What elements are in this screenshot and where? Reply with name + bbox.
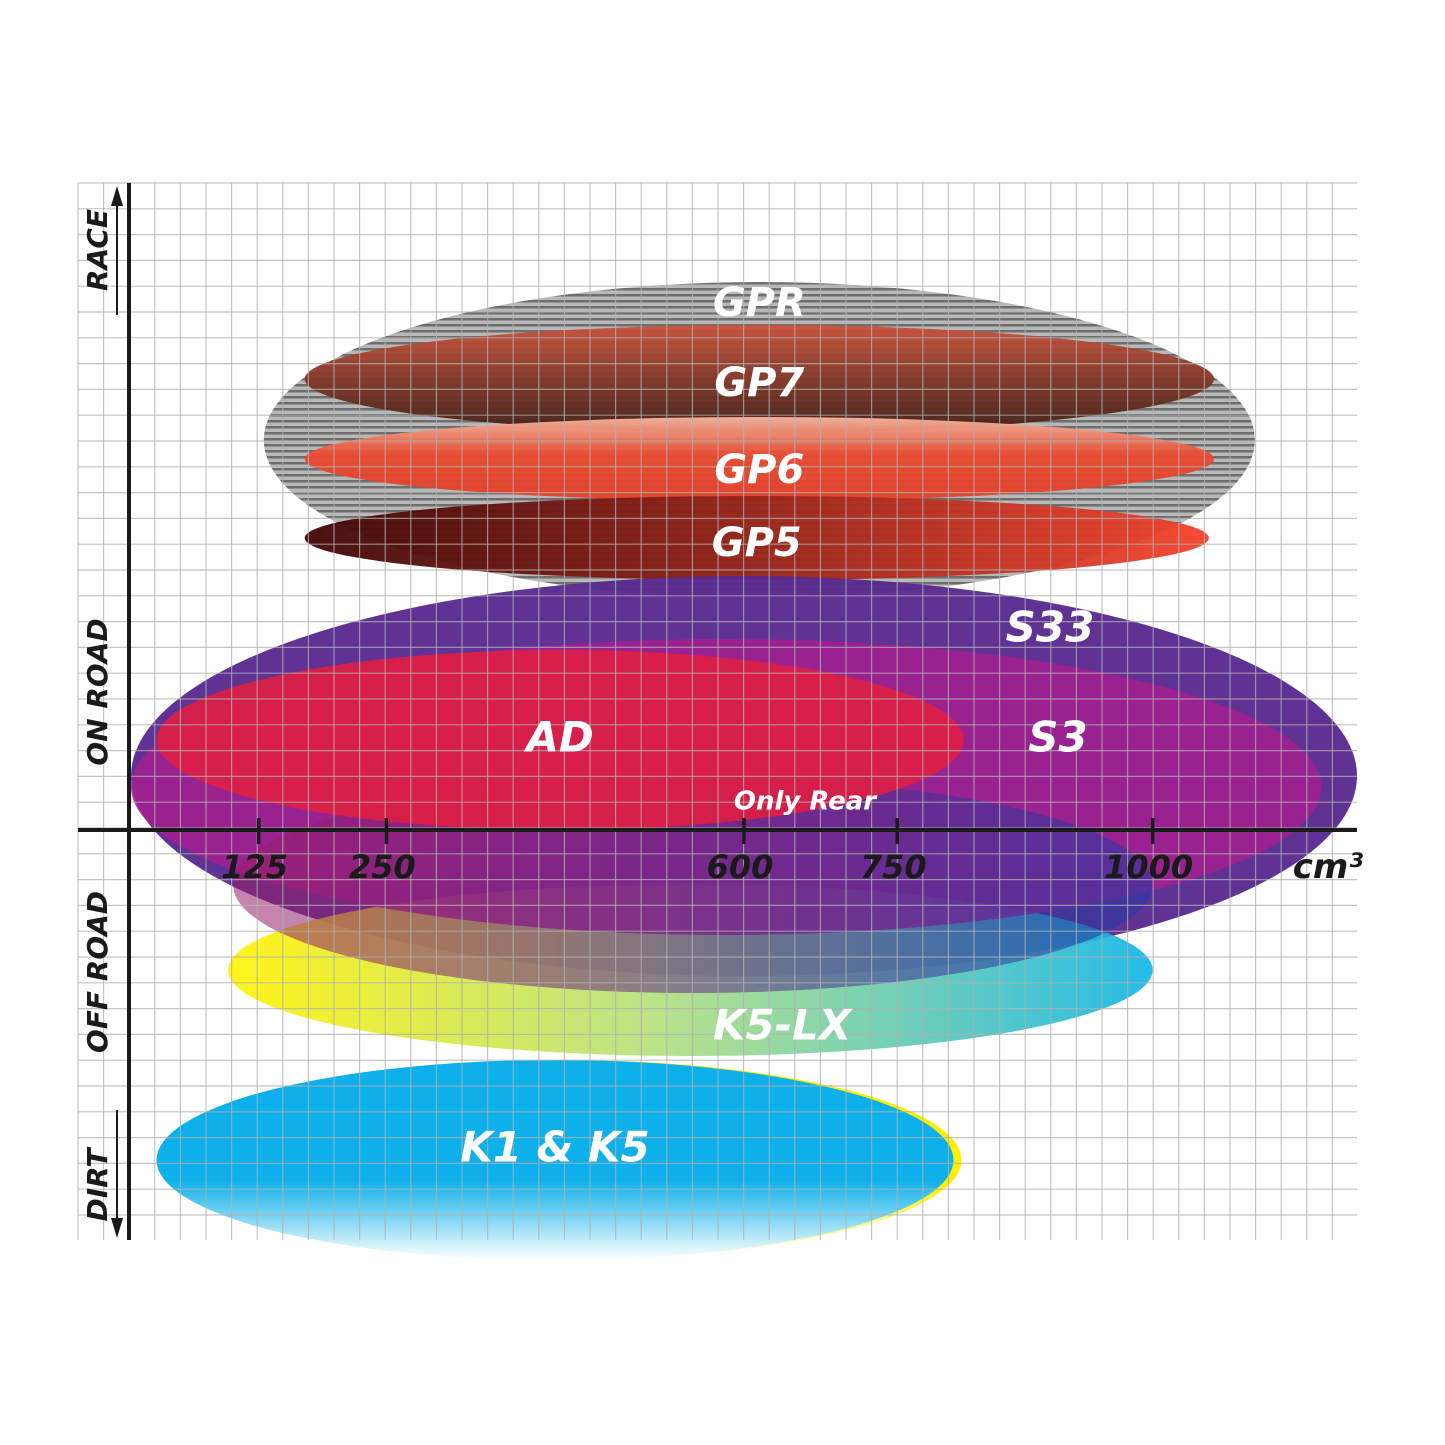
series-label: GP6 bbox=[714, 447, 804, 493]
grid bbox=[77, 182, 1357, 1240]
series-k1-k5 bbox=[156, 1060, 954, 1260]
series-gp7 bbox=[304, 325, 1214, 433]
series-label: Only Rear bbox=[734, 787, 878, 817]
series-label: GP5 bbox=[712, 520, 802, 566]
series-labels: GPR GP7 GP6 GP5 S33 K5-LX S3 Only Rear AD K1 & K5 bbox=[460, 280, 1094, 1172]
series-label: GP7 bbox=[714, 360, 804, 406]
series-label: K1 & K5 bbox=[460, 1123, 649, 1172]
up-arrow-icon bbox=[111, 186, 123, 206]
x-tick-label: 125 bbox=[221, 848, 288, 886]
series-label: K5-LX bbox=[713, 1001, 854, 1050]
series-gp5 bbox=[304, 496, 1209, 580]
y-label-off-road: OFF ROAD bbox=[81, 891, 114, 1053]
series-ad bbox=[156, 650, 964, 830]
series-label: S33 bbox=[1006, 603, 1095, 652]
series-label: GPR bbox=[713, 280, 806, 326]
x-tick-label: 750 bbox=[860, 848, 927, 886]
y-label-on-road: ON ROAD bbox=[81, 618, 114, 765]
y-label-race: RACE bbox=[81, 209, 114, 291]
series-label: S3 bbox=[1028, 713, 1087, 762]
x-axis-unit: cm³ bbox=[1293, 847, 1364, 887]
x-tick-label: 600 bbox=[707, 848, 774, 886]
axes: 125 250 600 750 1000 cm³ RACE ON ROAD OFF ROAD DI… bbox=[78, 183, 1363, 1240]
series-gp6 bbox=[304, 417, 1214, 501]
down-arrow-icon bbox=[111, 1218, 123, 1238]
series-label: AD bbox=[523, 713, 593, 762]
x-tick-label: 250 bbox=[349, 848, 416, 886]
x-tick-label: 1000 bbox=[1104, 848, 1193, 886]
y-label-dirt: DIRT bbox=[81, 1147, 114, 1222]
